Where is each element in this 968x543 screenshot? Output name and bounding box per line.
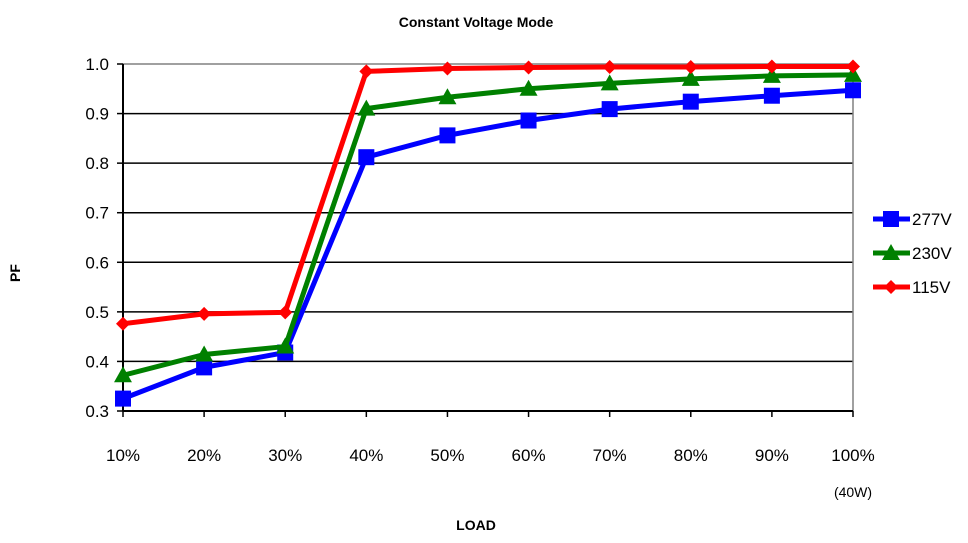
y-tick-label: 0.8 [85, 154, 109, 173]
marker-square [883, 211, 899, 227]
y-tick-label: 0.6 [85, 253, 109, 272]
legend: 277V 230V 115V [873, 210, 952, 297]
marker-diamond [683, 59, 698, 74]
legend-label: 115V [912, 278, 951, 297]
x-tick-label: 60% [512, 446, 546, 465]
marker-triangle [600, 74, 619, 91]
legend-item-230V: 230V [873, 244, 952, 263]
plot-area: 0.3 0.4 0.5 0.6 0.7 0.8 0.9 1.0 10% 20% 30% 40% 50% 6… [85, 55, 874, 465]
y-tick-label: 0.9 [85, 105, 109, 124]
series-115V [116, 59, 860, 331]
y-tick-label: 0.3 [85, 402, 109, 421]
marker-diamond [884, 280, 898, 294]
marker-triangle [882, 244, 900, 260]
marker-square [520, 112, 537, 129]
legend-label: 277V [912, 210, 952, 229]
x-tick-label: 50% [430, 446, 464, 465]
marker-diamond [764, 59, 779, 74]
plot-background [123, 64, 853, 411]
marker-diamond [602, 59, 617, 74]
x-tick-label: 90% [755, 446, 789, 465]
x-tick-label: 70% [593, 446, 627, 465]
marker-square [682, 93, 699, 110]
series-line [122, 63, 853, 327]
legend-item-115V: 115V [873, 278, 951, 297]
series-line [122, 72, 854, 378]
marker-triangle [844, 65, 862, 82]
x-tick-label: 10% [106, 446, 140, 465]
marker-square [763, 87, 780, 104]
marker-diamond [278, 305, 293, 320]
marker-triangle [114, 366, 132, 383]
legend-item-277V: 277V [873, 210, 952, 229]
marker-square [196, 359, 213, 376]
marker-triangle [519, 79, 538, 96]
chart-title: Constant Voltage Mode [399, 14, 554, 30]
marker-diamond [846, 59, 860, 74]
y-tick-label: 0.7 [85, 204, 109, 223]
x-category-note: (40W) [834, 484, 872, 500]
marker-square [845, 82, 861, 99]
marker-diamond [359, 64, 374, 79]
marker-triangle [762, 66, 781, 83]
marker-triangle [357, 99, 376, 116]
x-tick-label: 100% [831, 446, 874, 465]
marker-square [115, 390, 131, 407]
marker-diamond [521, 60, 536, 75]
series-line [122, 87, 854, 401]
x-tick-label: 30% [268, 446, 302, 465]
legend-label: 230V [912, 244, 952, 263]
marker-diamond [116, 316, 130, 331]
x-axis-title: LOAD [456, 517, 496, 533]
y-axis-title: PF [7, 264, 23, 282]
y-tick-label: 1.0 [85, 55, 109, 74]
marker-triangle [438, 88, 457, 105]
marker-triangle [681, 69, 700, 86]
marker-square [358, 149, 375, 166]
x-tick-label: 20% [187, 446, 221, 465]
marker-triangle [195, 345, 214, 362]
x-tick-label: 80% [674, 446, 708, 465]
marker-square [439, 127, 456, 144]
y-tick-label: 0.4 [85, 352, 109, 371]
marker-diamond [197, 306, 212, 321]
y-tick-label: 0.5 [85, 303, 109, 322]
series-277V [115, 82, 861, 407]
marker-diamond [440, 61, 455, 76]
series-230V [114, 65, 862, 383]
marker-triangle [276, 337, 295, 354]
x-tick-label: 40% [349, 446, 383, 465]
marker-square [601, 101, 618, 118]
